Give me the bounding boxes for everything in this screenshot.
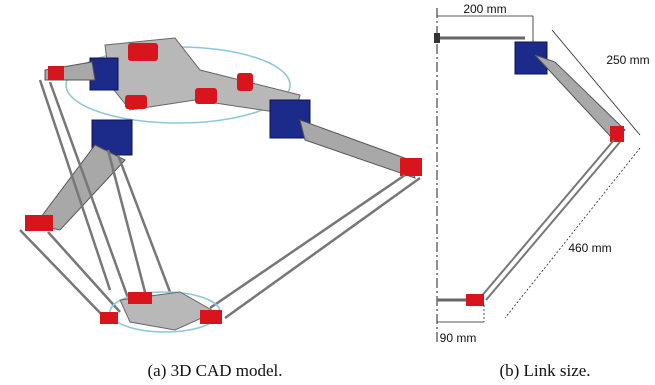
- dimension-label: 250 mm: [606, 53, 649, 67]
- cad-model: [20, 38, 422, 332]
- figure: 200 mm 250 mm 460 mm 90 mm (a) 3D CAD mo…: [0, 0, 655, 385]
- caption: (b) Link size.: [499, 361, 590, 380]
- dimension-label: 200 mm: [463, 2, 506, 16]
- link-diagram: 200 mm 250 mm 460 mm 90 mm: [434, 2, 650, 345]
- caption: (a) 3D CAD model.: [147, 361, 282, 380]
- dimension-label: 460 mm: [568, 241, 611, 255]
- dimension-label: 90 mm: [440, 331, 477, 345]
